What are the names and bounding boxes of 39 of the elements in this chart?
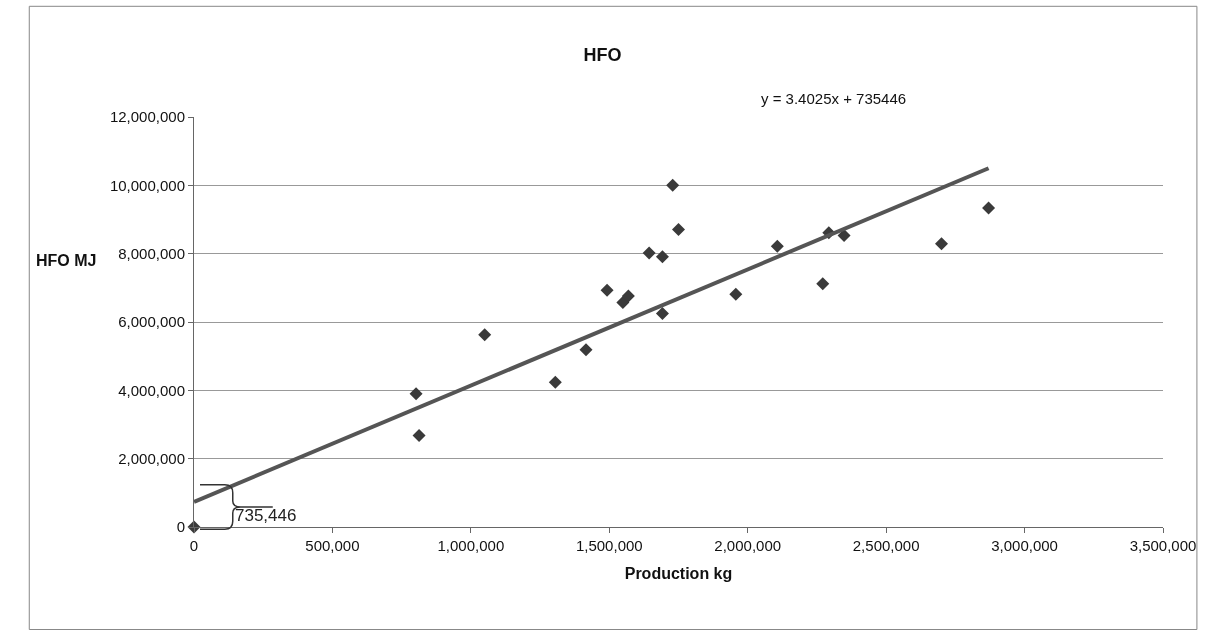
text: y = 3.4025x + 735446 <box>761 90 907 107</box>
y-tick-label: 12,000,000 <box>109 108 185 126</box>
point <box>548 375 562 389</box>
y-tick-label: 4,000,000 <box>118 381 185 399</box>
x-tick-label: 1,500,000 <box>575 537 643 554</box>
point <box>672 222 685 236</box>
y-tick-label: 10,000,000 <box>109 176 185 194</box>
point <box>982 201 996 215</box>
y-tick-label: 6,000,000 <box>118 313 185 331</box>
y-tick-label: 0 <box>176 518 185 536</box>
point <box>655 250 669 264</box>
point <box>412 428 426 442</box>
x-tick-label: 2,500,000 <box>852 537 920 554</box>
annotation: 735,446 <box>235 506 297 525</box>
chart-title: HFO <box>583 44 622 65</box>
x-tick-label: 500,000 <box>305 537 360 554</box>
point <box>935 237 949 251</box>
y-axis-title: HFO MJ <box>36 252 97 269</box>
x-tick-label: 2,000,000 <box>714 537 782 554</box>
point <box>816 277 830 291</box>
point <box>655 306 669 320</box>
point <box>478 328 492 342</box>
y-tick-label: 8,000,000 <box>118 244 185 262</box>
x-tick-label: 3,000,000 <box>991 537 1058 554</box>
point <box>616 296 630 310</box>
point <box>642 246 656 260</box>
y-tick-label: 2,000,000 <box>118 449 185 467</box>
point <box>579 343 593 357</box>
point <box>621 289 635 303</box>
point <box>837 229 851 243</box>
point <box>770 239 784 253</box>
x-tick-label: 3,500,000 <box>1129 537 1197 554</box>
point <box>409 387 423 401</box>
point <box>600 283 614 297</box>
x-tick-label: 1,000,000 <box>437 537 505 554</box>
point <box>666 178 680 192</box>
point <box>729 287 743 301</box>
x-tick-label: 0 <box>189 537 199 554</box>
x-axis-title: Production kg <box>624 564 733 582</box>
